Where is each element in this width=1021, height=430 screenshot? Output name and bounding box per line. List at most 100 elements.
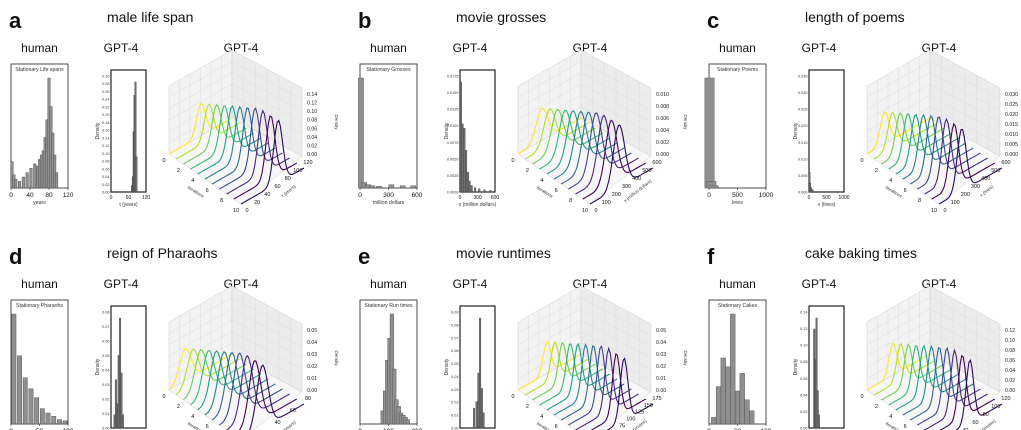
waterfall-ridge-line (211, 352, 276, 421)
waterfall-z-tick-label: 0.06 (307, 126, 317, 132)
waterfall-ridge-line (553, 110, 618, 180)
gpt4-hist-ytick-label: 0.14 (800, 311, 807, 315)
waterfall-ridge-line (938, 128, 1003, 205)
waterfall-z-tick-label: 0.025 (1005, 102, 1018, 108)
human-xtick-label: 60 (734, 428, 742, 430)
gpt4-hist-ytick-label: 0.04 (800, 393, 807, 397)
gpt4-hist-ytick-label: 0.04 (102, 369, 109, 373)
waterfall-t-tick-label: 100 (951, 200, 960, 206)
waterfall-t-tick-label: 80 (305, 396, 311, 402)
gpt4-hist-ytick-label: 0.0050 (447, 157, 459, 161)
waterfall-ridge-line (895, 344, 960, 411)
gpt4-hist-bar (466, 172, 469, 193)
gpt4-hist-xtick-label: 1000 (838, 195, 849, 201)
waterfall-ridge-line (939, 354, 996, 430)
waterfall-iter-tick-label: 0 (860, 394, 863, 400)
gpt4-hist-frame (110, 69, 147, 193)
waterfall-z-tick-label: 0.04 (307, 135, 317, 141)
human-column-label: human (370, 41, 407, 55)
gpt4-hist-bar (120, 372, 123, 429)
human-xtick-label: 100 (383, 428, 394, 430)
gpt4-hist-ytick-label: 0.05 (102, 354, 109, 358)
waterfall-z-tick-label: 0.04 (1005, 368, 1015, 374)
waterfall-z-tick-label: 0.10 (1005, 338, 1015, 344)
human-bar (369, 185, 376, 189)
waterfall-iter-tick-label: 10 (582, 208, 588, 214)
human-bar (55, 172, 59, 189)
waterfall-iter-tick-label: 2 (177, 404, 180, 410)
human-bar (28, 388, 34, 425)
gpt4-hist-ytick-label: 0.020 (798, 124, 808, 128)
waterfall-iter-tick-label: 10 (931, 208, 937, 214)
waterfall-iter-tick-label: 4 (889, 414, 892, 420)
gpt4-hist-ytick-label: 0.03 (102, 383, 109, 387)
waterfall-ridge-line (226, 354, 290, 430)
waterfall-z-tick-label: 0.00 (1005, 388, 1015, 394)
human-xlabel: million dollars (373, 200, 405, 206)
waterfall-ridge-line (190, 349, 254, 406)
waterfall-z-tick-label: 0.05 (307, 328, 317, 334)
waterfall-z-tick-label: 0.04 (307, 340, 317, 346)
gpt4-hist-bar (478, 188, 481, 193)
human-bar (17, 355, 22, 425)
panel-letter: c (707, 8, 719, 33)
human-bar (715, 386, 722, 425)
gpt4-hist-ytick-label: 0.005 (798, 174, 808, 178)
panel-title: cake baking times (805, 245, 917, 261)
gpt4-hist-ylabel: Density (793, 122, 799, 139)
human-column-label: human (370, 277, 407, 291)
waterfall-z-tick-label: 0.010 (656, 92, 669, 98)
gpt4-hist-bar (480, 388, 483, 429)
gpt4-hist-ytick-label: 0.18 (102, 121, 109, 125)
human-xtick-label: 0 (9, 428, 13, 430)
waterfall-t-tick-label: 400 (981, 176, 990, 182)
gpt4-hist-ytick-label: 0.0025 (447, 174, 459, 178)
gpt4-hist-ytick-label: 0.025 (798, 108, 808, 112)
gpt4-hist-ytick-label: 0.00 (800, 427, 807, 430)
waterfall-iter-tick-label: 2 (875, 168, 878, 174)
gpt4-hist-column-label: GPT-4 (802, 41, 837, 55)
human-xtick-label: 120 (63, 192, 74, 199)
waterfall-t-tick-label: 40 (962, 428, 968, 430)
human-bar (744, 399, 750, 425)
waterfall-iter-label: iterations (536, 185, 555, 199)
gpt4-hist-ylabel: Density (444, 358, 450, 375)
waterfall-z-label: Density (683, 350, 688, 366)
waterfall-z-tick-label: 0.000 (1005, 152, 1018, 158)
waterfall-t-tick-label: 200 (961, 192, 970, 198)
waterfall-t-label: t (minutes) (977, 418, 997, 430)
gpt4-hist-ytick-label: 0.06 (102, 167, 109, 171)
human-xtick-label: 80 (45, 192, 53, 199)
gpt4-hist-bar (461, 123, 464, 193)
waterfall-t-tick-label: 40 (274, 420, 280, 426)
waterfall-z-tick-label: 0.02 (656, 364, 666, 370)
waterfall-ridge-line (532, 341, 596, 401)
waterfall-ridge-line (240, 119, 305, 205)
gpt4-hist-xtick-label: 600 (491, 195, 500, 201)
panel-title: movie grosses (456, 9, 546, 25)
waterfall-t-tick-label: 500 (991, 168, 1000, 174)
waterfall-t-tick-label: 0 (245, 208, 248, 214)
waterfall-ridge-line (219, 352, 283, 426)
human-bar (711, 417, 717, 425)
gpt4-hist-ytick-label: 0.0175 (447, 75, 459, 79)
waterfall-t-tick-label: 20 (254, 200, 260, 206)
panel-letter: b (358, 8, 371, 33)
gpt4-hist-ytick-label: 0.16 (102, 129, 109, 133)
waterfall-z-tick-label: 0.005 (1005, 142, 1018, 148)
panel-f: f cake baking times human Stationary Cakes 0… (707, 244, 1015, 430)
gpt4-hist-xtick-label: 120 (142, 195, 151, 201)
gpt4-hist-ytick-label: 0.24 (102, 98, 109, 102)
gpt4-hist-ytick-label: 0.00 (102, 427, 109, 430)
human-bar (34, 397, 40, 425)
waterfall-t-tick-label: 600 (652, 160, 661, 166)
waterfall-z-tick-label: 0.03 (307, 352, 317, 358)
waterfall-z-tick-label: 0.08 (307, 118, 317, 124)
waterfall-t-tick-label: 600 (1001, 160, 1010, 166)
panel-e: e movie runtimes human Stationary Run times… (358, 244, 688, 430)
human-bar (39, 408, 45, 425)
human-xtick-label: 0 (707, 428, 711, 430)
gpt4-hist-bar (459, 81, 462, 193)
waterfall-ridge-line (524, 340, 589, 396)
waterfall-iter-tick-label: 4 (191, 414, 194, 420)
